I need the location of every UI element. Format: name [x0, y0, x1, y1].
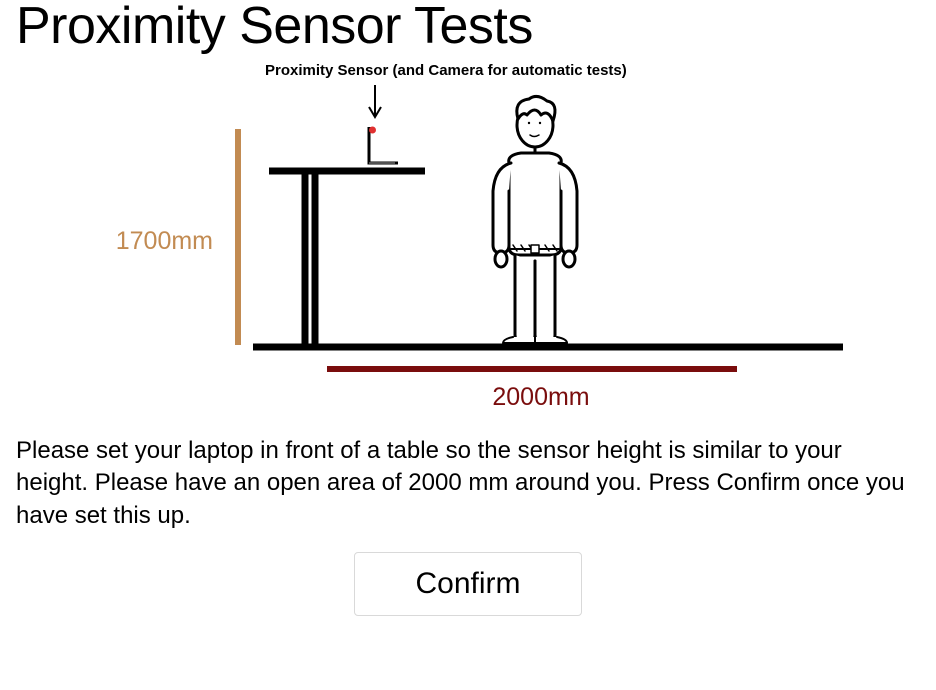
- person-drawing: [493, 96, 577, 343]
- height-dimension-label: 1700mm: [116, 227, 213, 255]
- diagram-container: Proximity Sensor (and Camera for automat…: [16, 62, 920, 421]
- sensor-dot-icon: [369, 127, 376, 134]
- confirm-button[interactable]: Confirm: [354, 552, 581, 616]
- instruction-text: Please set your laptop in front of a tab…: [16, 435, 920, 532]
- table-drawing: [269, 171, 425, 345]
- arrow-down-icon: [369, 85, 381, 117]
- diagram-caption: Proximity Sensor (and Camera for automat…: [265, 62, 843, 79]
- setup-diagram: 1700mm: [93, 81, 843, 421]
- width-dimension-label: 2000mm: [492, 383, 589, 411]
- page-title: Proximity Sensor Tests: [16, 0, 920, 56]
